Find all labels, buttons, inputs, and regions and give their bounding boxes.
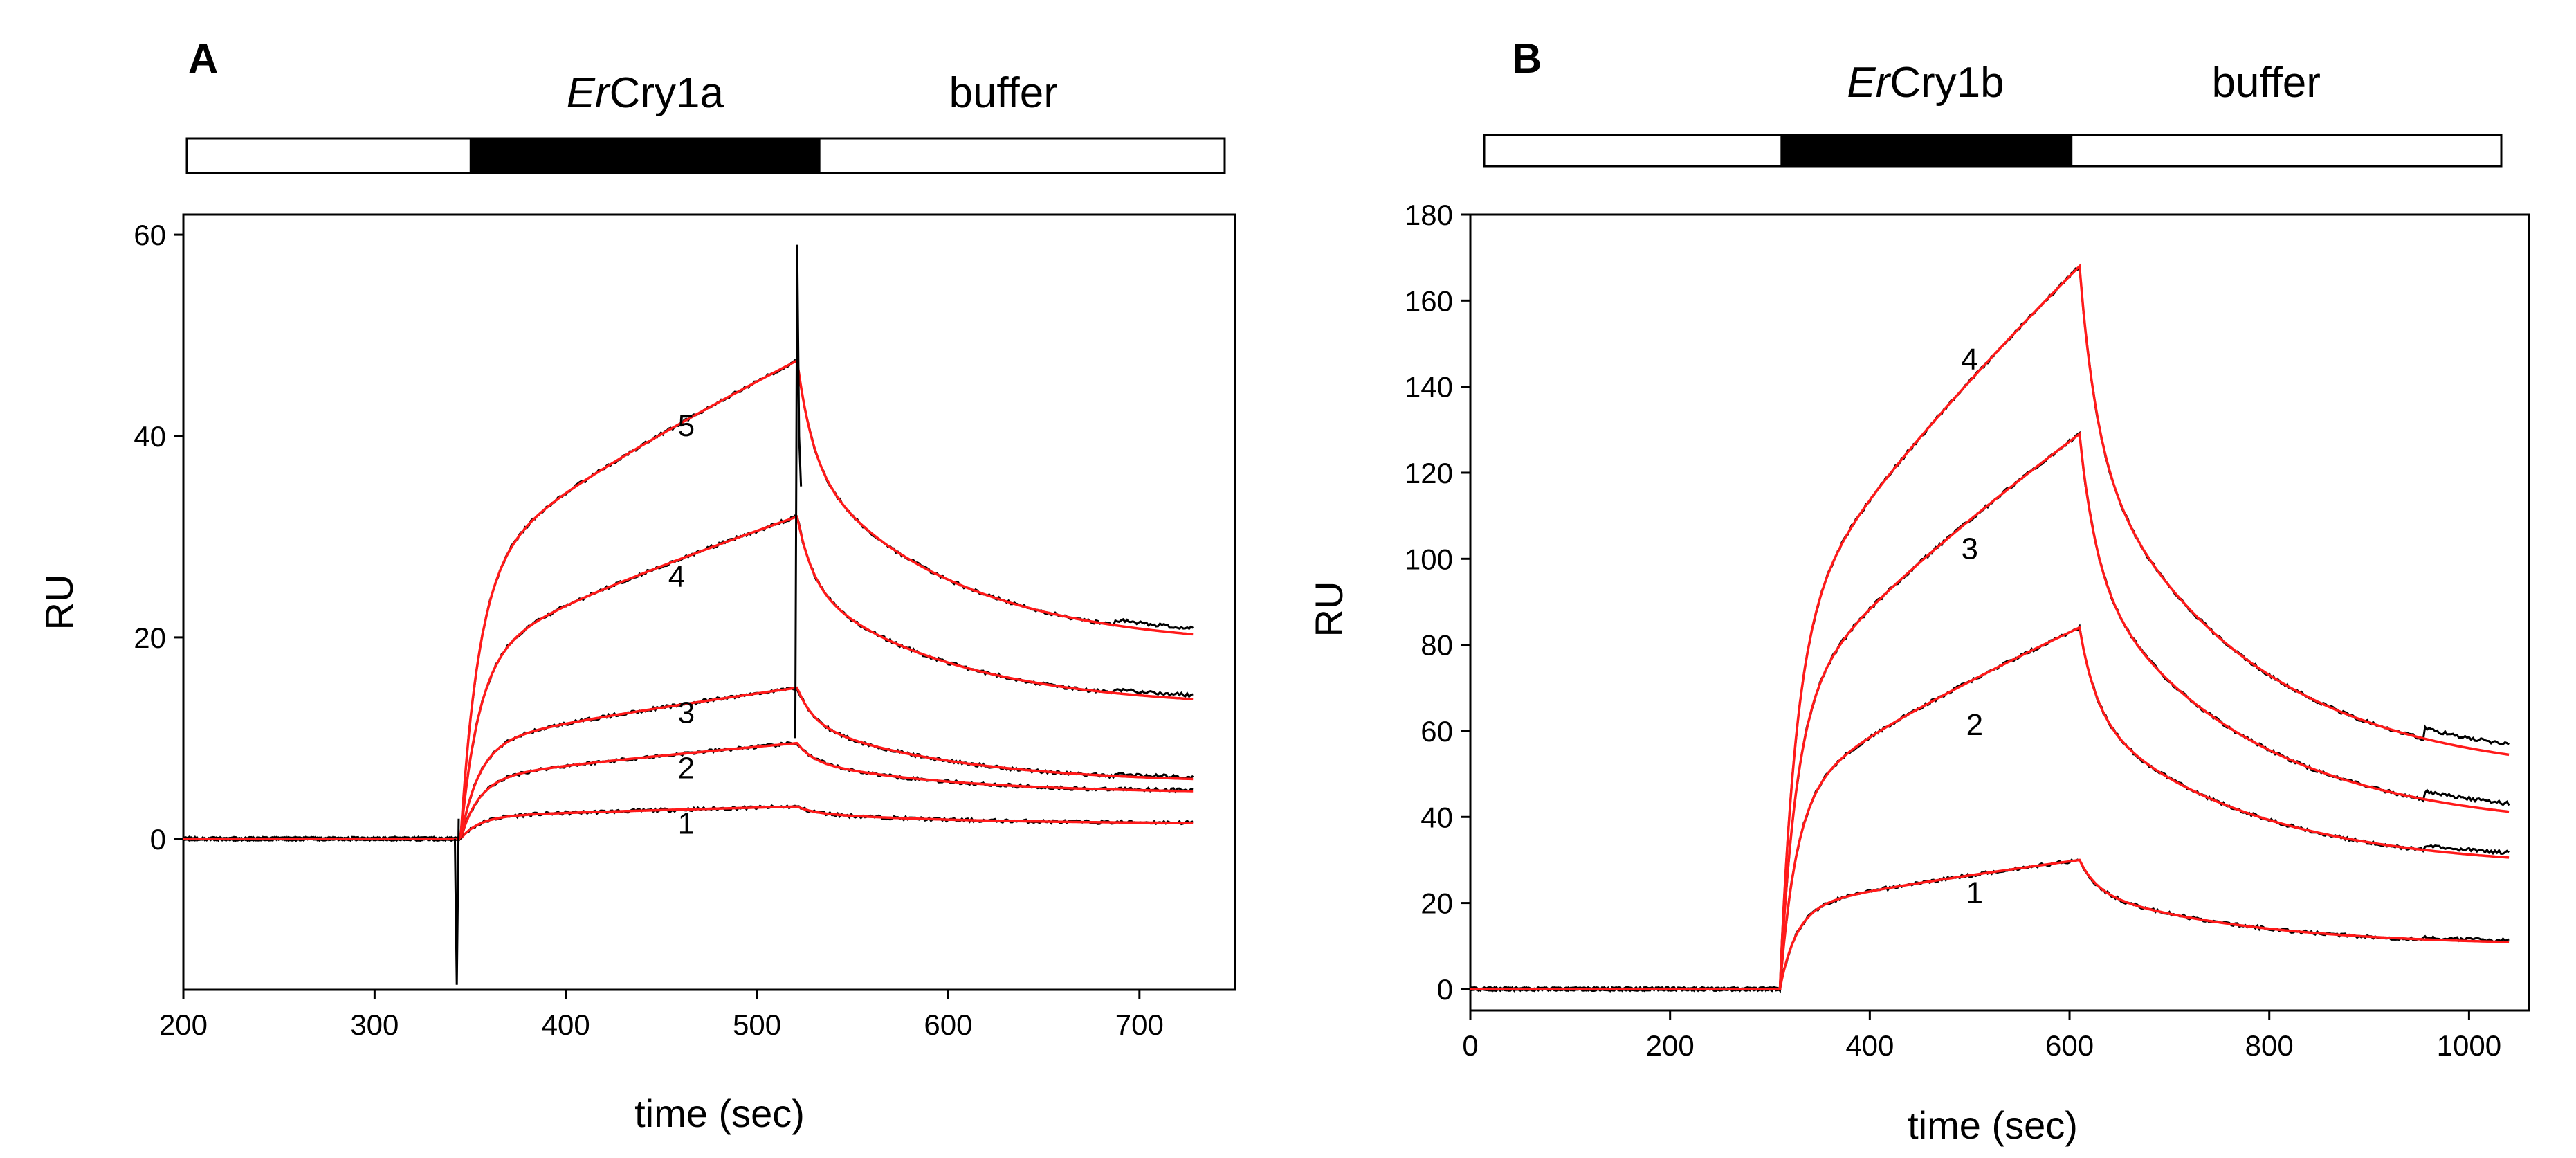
panel-a: A ErCry1a buffer 200 300 400 500 600 700 0 20 40… (37, 35, 1236, 1135)
panel-a-curve-label-2: 2 (678, 752, 695, 786)
panel-a-x-tick-label: 600 (924, 1008, 972, 1041)
panel-a-y-tick-label: 40 (134, 420, 166, 453)
panel-b-injection-label-italic: Er (1847, 59, 1891, 107)
panel-b-letter: B (1512, 35, 1542, 82)
panel-a-curve-label-3: 3 (678, 696, 695, 730)
panel-b-injection-label: ErCry1b (1847, 59, 2004, 107)
panel-b-phase-bar (1483, 134, 2503, 168)
panel-a-phase-segment-white (818, 137, 1226, 174)
panel-a-series-4-data (182, 514, 1194, 842)
panel-b-x-tick-label: 400 (1845, 1029, 1894, 1062)
panel-b-injection-label-text: Cry1b (1890, 59, 2004, 107)
panel-a-x-tick-label: 700 (1115, 1008, 1164, 1041)
panel-b-series-1-data (1469, 858, 2510, 993)
panel-b-x-axis-title: time (sec) (1908, 1103, 2078, 1147)
panel-a-curve-label-1: 1 (678, 807, 695, 841)
panel-b-y-tick-label: 80 (1421, 629, 1453, 662)
panel-b-x-tick-label: 800 (2245, 1029, 2294, 1062)
panel-a-series-5-fit (183, 359, 1194, 840)
panel-b-curves (1469, 263, 2510, 994)
panel-b-x-tick-label: 600 (2045, 1029, 2094, 1062)
panel-b-y-tick-label: 180 (1405, 199, 1453, 231)
panel-a-x-tick-label: 500 (733, 1008, 781, 1041)
panel-a-y-tick-label: 60 (134, 219, 166, 251)
panel-b-y-tick-label: 20 (1421, 887, 1453, 920)
panel-b-curve-label-4: 4 (1961, 343, 1977, 377)
panel-b: B ErCry1b buffer 0 200 400 600 800 1000 0 20 40 6… (1307, 35, 2530, 1147)
panel-a-phase-segment-white (185, 137, 472, 174)
panel-a-curve-labels: 1 2 3 4 5 (668, 409, 695, 841)
panel-b-y-tick-label: 140 (1405, 371, 1453, 404)
panel-b-y-axis-title: RU (1307, 581, 1351, 637)
panel-b-y-tick-label: 0 (1437, 973, 1453, 1006)
panel-a-x-axis-title: time (sec) (634, 1092, 805, 1135)
panel-a-y-tick-label: 0 (150, 823, 166, 856)
panel-b-series-4-fit (1470, 263, 2510, 990)
panel-b-plot-frame (1469, 213, 2530, 1012)
panel-a-curve-label-5: 5 (678, 409, 695, 443)
panel-b-series-1-fit (1470, 858, 2510, 990)
panel-a-y-tick-label: 20 (134, 622, 166, 654)
panel-a-injection-label-italic: Er (567, 69, 611, 117)
panel-b-series-4-data (1470, 265, 2510, 993)
panel-a-buffer-label: buffer (949, 69, 1057, 117)
panel-b-buffer-label: buffer (2212, 59, 2321, 107)
panel-b-curve-labels: 1 2 3 4 (1961, 343, 1983, 910)
panel-b-phase-segment-black (1780, 134, 2073, 168)
panel-b-y-tick-label: 60 (1421, 715, 1453, 748)
panel-a-injection-label-text: Cry1a (610, 69, 724, 117)
panel-a-x-tick-label: 400 (542, 1008, 590, 1041)
panel-b-series-3-data (1470, 431, 2510, 993)
panel-a-x-tick-label: 200 (159, 1008, 208, 1041)
panel-b-curve-label-3: 3 (1961, 532, 1977, 566)
panel-a-series-4-fit (183, 515, 1194, 840)
panel-a-x-tick-label: 300 (350, 1008, 399, 1041)
panel-a-letter: A (188, 35, 218, 82)
panel-b-phase-segment-white (2070, 134, 2503, 168)
panel-b-series-3-fit (1470, 431, 2510, 990)
panel-b-y-tick-label: 40 (1421, 801, 1453, 833)
panel-a-plot-frame (182, 213, 1236, 991)
panel-a-ticks: 200 300 400 500 600 700 0 20 40 60 (134, 219, 1164, 1041)
panel-a-y-axis-title: RU (37, 575, 81, 631)
panel-b-y-tick-label: 160 (1405, 284, 1453, 317)
panel-b-curve-label-2: 2 (1966, 708, 1983, 742)
panel-b-ticks: 0 200 400 600 800 1000 0 20 40 60 80 100 120 140 160 18… (1405, 199, 2501, 1062)
panel-b-phase-segment-white (1483, 134, 1783, 168)
panel-a-injection-spikes (453, 244, 803, 985)
panel-b-x-tick-label: 200 (1646, 1029, 1695, 1062)
panel-a-phase-bar (185, 137, 1226, 174)
panel-b-y-tick-label: 100 (1405, 543, 1453, 575)
panel-a-curves (182, 244, 1194, 985)
panel-a-curve-label-4: 4 (668, 560, 685, 594)
panel-b-curve-label-1: 1 (1966, 876, 1983, 910)
panel-a-phase-segment-black (469, 137, 821, 174)
panel-a-injection-label: ErCry1a (567, 69, 724, 117)
panel-b-x-tick-label: 1000 (2437, 1029, 2501, 1062)
panel-b-x-tick-label: 0 (1462, 1029, 1478, 1062)
panel-b-y-tick-label: 120 (1405, 457, 1453, 489)
